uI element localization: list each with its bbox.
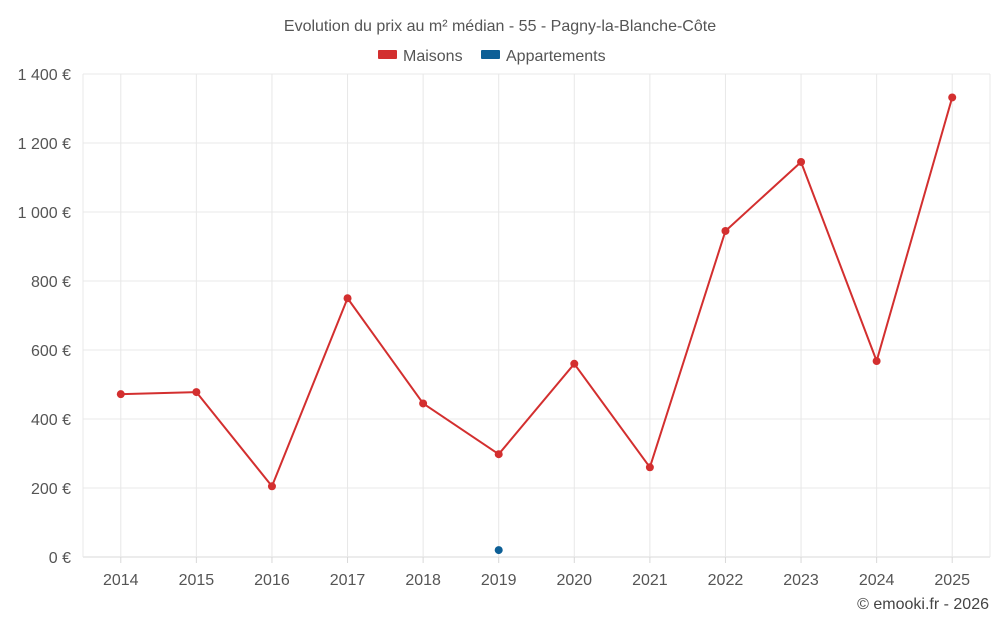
data-point-maisons[interactable] [797, 157, 806, 166]
legend-swatch-appartements [481, 50, 500, 59]
y-tick-label: 400 € [31, 412, 71, 429]
legend-item-appartements[interactable]: Appartements [481, 48, 606, 65]
grid [82, 73, 991, 558]
legend-item-maisons[interactable]: Maisons [378, 48, 463, 65]
x-tick-label: 2019 [481, 572, 517, 589]
y-tick-label: 200 € [31, 481, 71, 498]
y-tick-label: 1 400 € [18, 67, 71, 84]
y-tick-label: 1 000 € [18, 205, 71, 222]
y-tick-label: 1 200 € [18, 136, 71, 153]
legend-label-maisons: Maisons [403, 48, 463, 65]
x-tick-label: 2020 [556, 572, 592, 589]
y-tick-label: 800 € [31, 274, 71, 291]
x-tick-label: 2014 [103, 572, 139, 589]
series [116, 93, 957, 555]
data-point-maisons[interactable] [192, 388, 201, 397]
data-point-maisons[interactable] [343, 294, 352, 303]
y-tick-label: 0 € [49, 550, 71, 567]
data-point-maisons[interactable] [419, 399, 428, 408]
legend: Maisons Appartements [378, 48, 606, 65]
x-tick-label: 2016 [254, 572, 290, 589]
data-point-maisons[interactable] [872, 357, 881, 366]
x-tick-label: 2023 [783, 572, 819, 589]
series-line-maisons [120, 97, 954, 488]
x-tick-label: 2015 [179, 572, 215, 589]
x-axis-ticks: 2014 2015 2016 2017 2018 2019 2020 2021 2022 2023… [103, 557, 970, 589]
x-tick-label: 2017 [330, 572, 366, 589]
x-tick-label: 2025 [934, 572, 970, 589]
credit-text: © emooki.fr - 2026 [857, 596, 989, 613]
data-point-maisons[interactable] [116, 390, 125, 399]
data-point-maisons[interactable] [267, 482, 276, 491]
y-axis-ticks: 0 € 200 € 400 € 600 € 800 € 1 000 € 1 200 € 1 4… [18, 67, 71, 567]
data-point-maisons[interactable] [494, 450, 503, 459]
data-point-maisons[interactable] [570, 359, 579, 368]
chart-title: Evolution du prix au m² médian - 55 - Pa… [284, 18, 716, 35]
legend-swatch-maisons [378, 50, 397, 59]
data-point-maisons[interactable] [721, 226, 730, 235]
legend-label-appartements: Appartements [506, 48, 606, 65]
x-tick-label: 2021 [632, 572, 668, 589]
data-point-maisons[interactable] [645, 463, 654, 472]
data-point-appartements[interactable] [494, 546, 503, 555]
data-point-maisons[interactable] [948, 93, 957, 102]
y-tick-label: 600 € [31, 343, 71, 360]
x-tick-label: 2018 [405, 572, 441, 589]
x-tick-label: 2024 [859, 572, 895, 589]
x-tick-label: 2022 [708, 572, 744, 589]
